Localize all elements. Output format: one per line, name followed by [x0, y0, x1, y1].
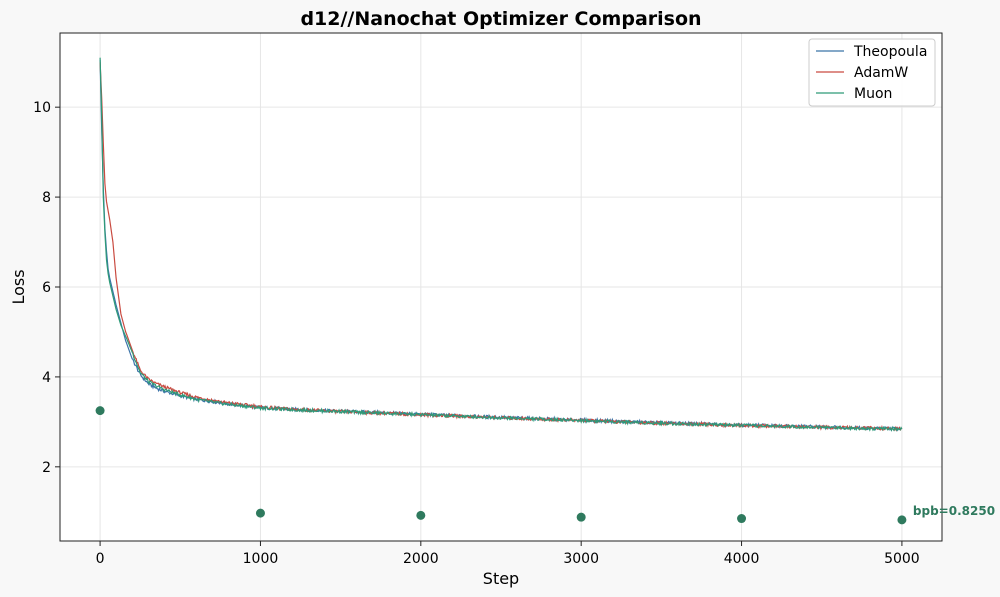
bpb-point	[255, 508, 265, 518]
bpb-annotation: bpb=0.8250	[913, 504, 995, 518]
bpb-point	[576, 512, 586, 522]
y-tick-label: 8	[42, 190, 51, 206]
y-tick-label: 6	[42, 280, 51, 296]
x-tick-label: 5000	[884, 551, 920, 567]
legend-box	[808, 38, 936, 107]
legend-label-adamw: AdamW	[854, 65, 908, 81]
bpb-point	[416, 510, 426, 520]
series-layer	[99, 57, 903, 432]
bpb-points	[95, 406, 907, 525]
bpb-point	[95, 406, 105, 416]
x-tick-label: 2000	[403, 551, 439, 567]
x-tick-label: 3000	[563, 551, 599, 567]
chart-title: d12//Nanochat Optimizer Comparison	[300, 8, 701, 30]
y-tick-label: 10	[33, 100, 51, 116]
y-axis-label: Loss	[9, 269, 28, 304]
series-line-muon	[99, 57, 903, 432]
grid	[60, 33, 942, 541]
y-tick-label: 2	[42, 460, 51, 476]
legend: Theopoula AdamW Muon	[808, 38, 936, 107]
bpb-point	[737, 514, 747, 524]
legend-label-theopoula: Theopoula	[853, 44, 927, 60]
x-axis: 0 1000 2000 3000 4000 5000	[96, 541, 920, 567]
legend-label-muon: Muon	[854, 86, 892, 102]
x-axis-label: Step	[483, 569, 519, 588]
bpb-point	[897, 515, 907, 525]
x-tick-label: 1000	[243, 551, 279, 567]
x-tick-label: 0	[96, 551, 105, 567]
x-tick-label: 4000	[724, 551, 760, 567]
y-axis: 2 4 6 8 10	[33, 100, 60, 476]
y-tick-label: 4	[42, 370, 51, 386]
